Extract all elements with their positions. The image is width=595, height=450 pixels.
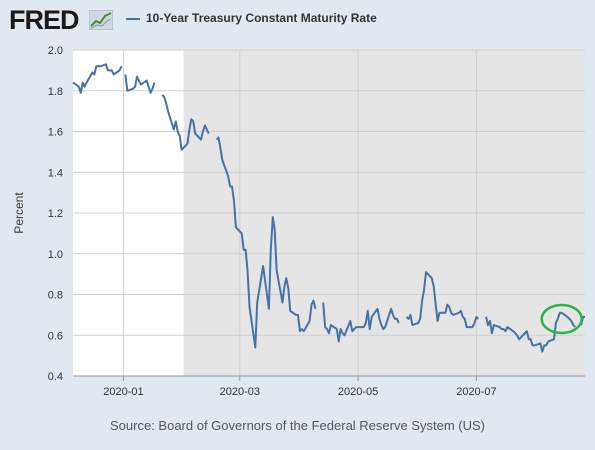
- y-tick-label: 1.4: [48, 167, 63, 179]
- chart-trend-icon: [89, 10, 113, 30]
- y-tick-label: 2.0: [48, 45, 63, 57]
- line-chart: 0.4 0.6 0.8 1.0 1.2 1.4 1.6 1.8 2.0 2020-01 2020-0…: [12, 45, 585, 398]
- series-line-segment: [322, 302, 400, 343]
- series-line-segment: [72, 63, 123, 94]
- legend-series-title[interactable]: 10-Year Treasury Constant Maturity Rate: [146, 11, 377, 25]
- x-tick-label: 2020-07: [456, 386, 496, 398]
- y-tick-label: 1.2: [48, 208, 63, 220]
- x-tick-label: 2020-03: [220, 386, 260, 398]
- legend-swatch: [126, 18, 140, 20]
- series-line-segment: [215, 136, 317, 349]
- series-line-segment: [124, 74, 156, 94]
- x-tick-label: 2020-05: [338, 386, 378, 398]
- fred-logo[interactable]: FRED: [9, 5, 79, 35]
- annotation-circle: [540, 303, 583, 335]
- series-line-segment: [405, 271, 480, 329]
- y-axis-title: Percent: [12, 192, 26, 234]
- x-tick-label: 2020-01: [103, 386, 143, 398]
- y-tick-label: 1.6: [48, 127, 63, 139]
- y-tick-label: 0.4: [48, 371, 63, 383]
- y-tick-label: 0.8: [48, 290, 63, 302]
- series-line-segment: [161, 94, 210, 151]
- series-line-segment: [485, 311, 577, 353]
- y-tick-label: 1.8: [48, 86, 63, 98]
- y-tick-label: 1.0: [48, 249, 63, 261]
- source-note: Source: Board of Governors of the Federa…: [110, 418, 485, 433]
- y-tick-label: 0.6: [48, 330, 63, 342]
- chart-header: FRED 10-Year Treasury Constant Maturity …: [0, 0, 595, 40]
